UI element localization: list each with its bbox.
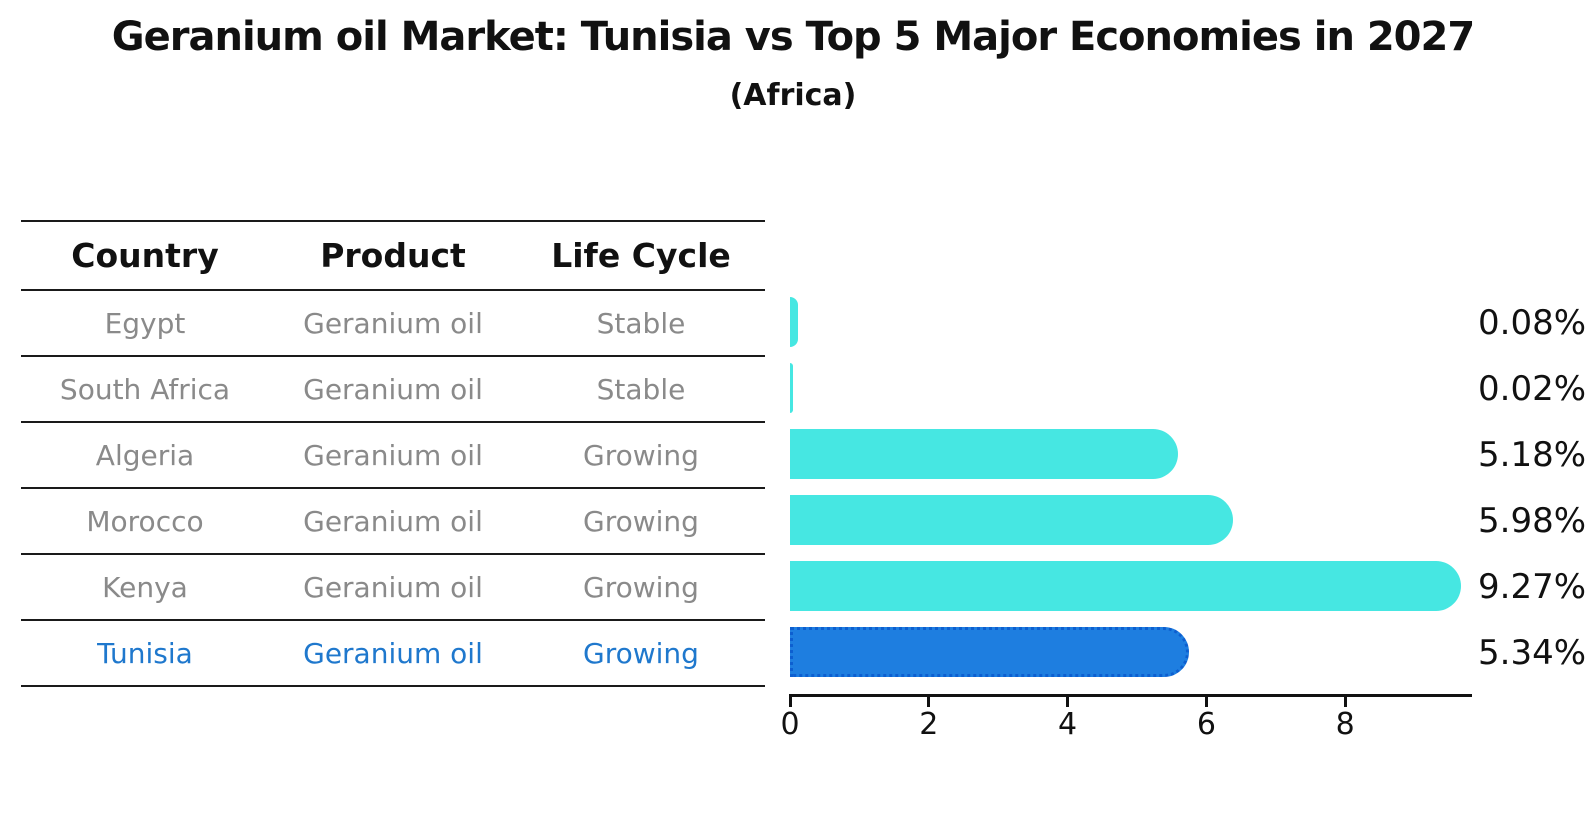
table-row-kenya: Kenya Geranium oil Growing	[21, 555, 765, 621]
header-product: Product	[320, 236, 466, 275]
table-header-row: Country Product Life Cycle	[21, 222, 765, 291]
cell-product: Geranium oil	[303, 504, 483, 538]
value-label-algeria: 5.18%	[1478, 435, 1586, 475]
x-axis-line	[789, 694, 1472, 697]
x-tick-8: 8	[1315, 697, 1375, 741]
cell-life-cycle: Growing	[583, 570, 699, 604]
value-label-south-africa: 0.02%	[1478, 369, 1586, 409]
x-tick-6: 6	[1176, 697, 1236, 741]
table-row-morocco: Morocco Geranium oil Growing	[21, 489, 765, 555]
bar-algeria	[790, 429, 1178, 479]
value-label-tunisia: 5.34%	[1478, 633, 1586, 673]
value-label-kenya: 9.27%	[1478, 567, 1586, 607]
tick-mark	[927, 697, 931, 707]
chart-subtitle: (Africa)	[729, 78, 857, 113]
bar-morocco	[790, 495, 1233, 545]
chart-title: Geranium oil Market: Tunisia vs Top 5 Ma…	[111, 14, 1475, 60]
cell-life-cycle: Growing	[583, 504, 699, 538]
table-row-egypt: Egypt Geranium oil Stable	[21, 291, 765, 357]
bar-kenya	[790, 561, 1462, 611]
cell-country: Tunisia	[97, 636, 193, 670]
value-label-egypt: 0.08%	[1478, 303, 1586, 343]
table-row-south-africa: South Africa Geranium oil Stable	[21, 357, 765, 423]
tick-label: 4	[1058, 707, 1078, 742]
cell-life-cycle: Stable	[596, 372, 686, 406]
header-country: Country	[71, 236, 219, 275]
tick-mark	[1204, 697, 1208, 707]
header-life-cycle: Life Cycle	[551, 236, 731, 275]
cell-product: Geranium oil	[303, 570, 483, 604]
cell-life-cycle: Stable	[596, 306, 686, 340]
bar-south-africa	[790, 363, 794, 413]
tick-mark	[1066, 697, 1070, 707]
cell-country: South Africa	[59, 372, 231, 406]
cell-country: Morocco	[86, 504, 204, 538]
x-tick-4: 4	[1038, 697, 1098, 741]
cell-country: Kenya	[102, 570, 188, 604]
table-row-algeria: Algeria Geranium oil Growing	[21, 423, 765, 489]
cell-country: Algeria	[95, 438, 195, 472]
tick-label: 8	[1335, 707, 1355, 742]
tick-label: 0	[780, 707, 800, 742]
tick-mark	[1343, 697, 1347, 707]
tick-label: 2	[919, 707, 939, 742]
cell-product: Geranium oil	[303, 438, 483, 472]
bar-tunisia	[790, 627, 1189, 677]
x-tick-0: 0	[760, 697, 820, 741]
x-tick-2: 2	[899, 697, 959, 741]
cell-life-cycle: Growing	[583, 636, 699, 670]
table-row-tunisia: Tunisia Geranium oil Growing	[21, 621, 765, 687]
tick-mark	[788, 697, 792, 707]
cell-product: Geranium oil	[303, 372, 483, 406]
value-label-morocco: 5.98%	[1478, 501, 1586, 541]
tick-label: 6	[1196, 707, 1216, 742]
cell-country: Egypt	[104, 306, 186, 340]
cell-product: Geranium oil	[303, 636, 483, 670]
cell-life-cycle: Growing	[583, 438, 699, 472]
country-table: Country Product Life Cycle Egypt Geraniu…	[21, 220, 765, 687]
cell-product: Geranium oil	[303, 306, 483, 340]
bar-egypt	[790, 297, 798, 347]
